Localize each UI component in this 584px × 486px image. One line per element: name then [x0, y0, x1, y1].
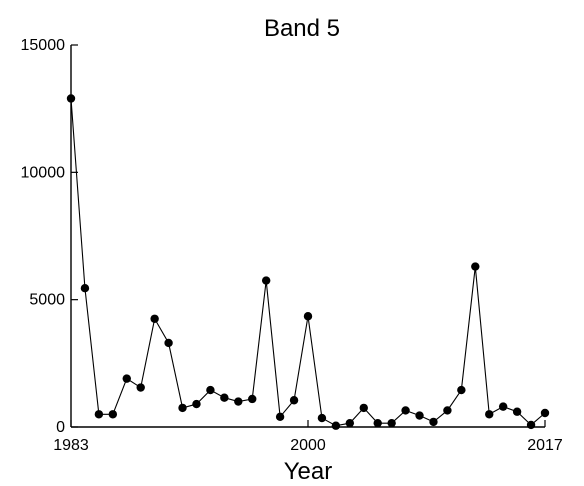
- y-axis-tick-label: 15000: [21, 37, 66, 54]
- data-point: [164, 338, 173, 348]
- data-point: [94, 410, 104, 419]
- data-point: [206, 385, 215, 395]
- data-point: [234, 397, 243, 406]
- data-point: [401, 406, 410, 415]
- data-point: [429, 417, 438, 427]
- y-axis-tick-label: 5000: [29, 292, 65, 309]
- data-point: [108, 410, 118, 419]
- plot-area: [70, 45, 545, 428]
- data-point: [303, 312, 313, 321]
- data-point: [331, 421, 341, 430]
- x-axis-title: Year: [284, 458, 333, 485]
- data-point: [136, 383, 145, 392]
- data-point: [261, 276, 271, 285]
- x-axis-tick-label: 1983: [53, 437, 89, 454]
- data-point: [415, 411, 424, 420]
- y-axis-ticks: 0 5000 10000 15000: [21, 37, 78, 436]
- data-point: [526, 420, 536, 430]
- data-point: [248, 394, 257, 404]
- data-point: [387, 418, 396, 428]
- y-axis-tick-label: 10000: [21, 164, 66, 181]
- data-point: [66, 94, 76, 103]
- data-point: [498, 402, 508, 411]
- data-point: [150, 314, 159, 323]
- series-line: [70, 98, 546, 427]
- data-point: [220, 393, 229, 402]
- data-point: [80, 284, 90, 293]
- x-axis-tick-label: 2000: [290, 437, 326, 454]
- x-axis-ticks: 1983 2000 2017: [53, 420, 563, 454]
- data-point: [122, 374, 131, 383]
- data-point: [345, 418, 355, 428]
- data-point: [192, 399, 201, 409]
- x-axis-tick-label: 2017: [527, 437, 563, 454]
- data-point: [471, 262, 480, 271]
- data-point: [485, 410, 494, 419]
- y-axis-tick-label: 0: [56, 419, 65, 436]
- data-point: [317, 413, 327, 423]
- data-point: [540, 408, 550, 418]
- data-point: [373, 418, 382, 428]
- data-point: [512, 407, 522, 416]
- series-points: [66, 94, 550, 430]
- data-point: [443, 406, 452, 415]
- data-point: [289, 396, 299, 405]
- data-point: [275, 412, 285, 422]
- data-point: [178, 403, 187, 413]
- chart-title: Band 5: [264, 15, 340, 42]
- data-point: [457, 385, 466, 395]
- data-point: [359, 403, 368, 413]
